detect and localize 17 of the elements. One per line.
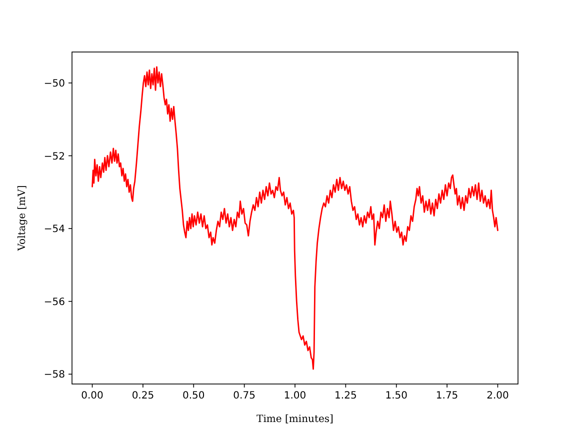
x-tick-label: 0.75 [233, 390, 256, 402]
x-tick-label: 0.50 [182, 390, 205, 402]
x-tick-label: 1.50 [385, 390, 408, 402]
x-tick-label: 0.00 [81, 390, 104, 402]
y-tick-label: −54 [44, 224, 65, 236]
x-tick-label: 1.00 [284, 390, 306, 402]
x-tick-label: 2.00 [486, 390, 509, 402]
y-tick-label: −56 [44, 296, 65, 308]
y-tick-label: −52 [44, 151, 65, 162]
x-tick-label: 1.25 [334, 390, 357, 402]
x-axis-title: Time [minutes] [256, 414, 334, 425]
y-tick-label: −58 [44, 370, 65, 381]
x-tick-label: 0.25 [132, 390, 154, 402]
y-axis-title: Voltage [mV] [17, 185, 28, 252]
x-tick-label: 1.75 [436, 390, 458, 402]
y-tick-label: −50 [44, 78, 65, 90]
line-series [92, 66, 498, 370]
